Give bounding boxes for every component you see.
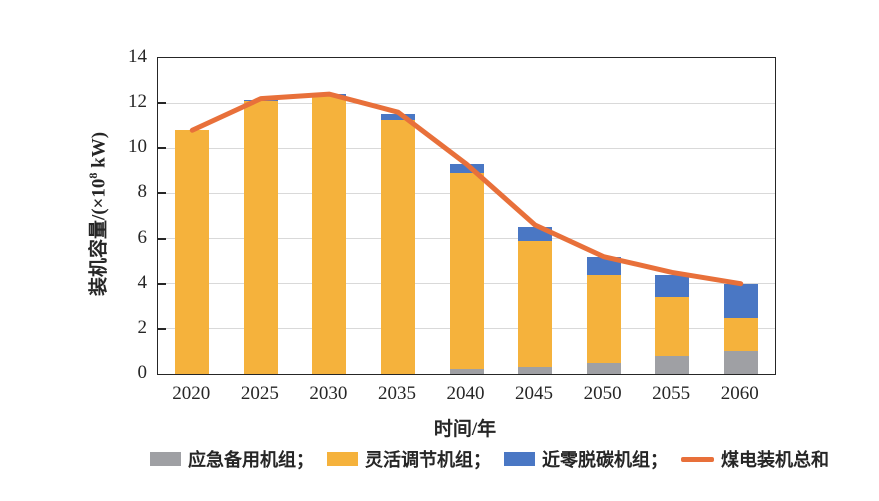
gridline: [158, 102, 775, 104]
bar-segment: [243, 100, 278, 374]
legend-label: 应急备用机组；: [188, 450, 314, 470]
y-axis-tick: [158, 147, 166, 150]
y-tick-label: 4: [137, 271, 148, 293]
x-tick-label: 2055: [652, 383, 691, 404]
bar-segment: [723, 317, 758, 352]
x-tick-label: 2025: [240, 383, 279, 404]
y-tick-label: 14: [128, 46, 147, 67]
bar-segment: [723, 351, 758, 374]
y-tick-label: 8: [137, 181, 148, 203]
x-tick-label: 2060: [720, 383, 759, 404]
legend-item: 应急备用机组；: [150, 446, 314, 472]
bar-segment: [449, 173, 484, 370]
y-axis-tick: [158, 192, 166, 195]
y-tick-label: 0: [137, 362, 148, 383]
y-tick-label: 2: [137, 316, 148, 338]
bar-segment: [518, 240, 553, 368]
y-tick-label: 10: [128, 136, 147, 158]
x-tick-label: 2050: [583, 383, 622, 404]
total-line-chart: [189, 91, 744, 287]
x-tick-label: 2035: [377, 383, 416, 404]
gridline: [158, 147, 775, 149]
x-tick-label: 2020: [172, 383, 211, 404]
plot-area: [157, 57, 776, 375]
bar-segment: [380, 120, 415, 374]
x-tick-label: 2030: [309, 383, 348, 404]
y-axis-tick: [158, 327, 166, 330]
bar-segment: [380, 114, 415, 121]
legend-bar-swatch: [504, 452, 535, 466]
x-tick-label: 2040: [446, 383, 485, 404]
y-axis-tick: [158, 282, 166, 285]
bar-segment: [449, 164, 484, 174]
legend-bar-swatch: [327, 452, 358, 466]
bar-segment: [175, 130, 210, 374]
bar-segment: [312, 96, 347, 374]
x-tick-label: 2045: [515, 383, 554, 404]
total-line: [189, 91, 744, 287]
legend-line-swatch: [681, 456, 714, 462]
legend: 应急备用机组； 灵活调节机组； 近零脱碳机组； 煤电装机总和: [150, 446, 829, 472]
bar-segment: [518, 367, 553, 374]
y-axis-tick: [158, 102, 166, 105]
x-axis-title: 时间/年: [433, 419, 497, 440]
bar-segment: [586, 362, 621, 374]
y-axis-title-superscript: 8: [86, 172, 101, 179]
y-axis-tick: [158, 237, 166, 240]
bar-segment: [655, 274, 690, 298]
y-tick-label: 6: [137, 226, 148, 248]
legend-label: 近零脱碳机组；: [542, 450, 668, 470]
legend-bar-swatch: [150, 452, 181, 466]
bar-segment: [586, 274, 621, 363]
bar-segment: [723, 283, 758, 318]
bar-segment: [655, 297, 690, 356]
legend-item: 煤电装机总和: [681, 446, 829, 472]
bar-segment: [449, 369, 484, 374]
bar-segment: [655, 355, 690, 374]
legend-item: 近零脱碳机组；: [504, 446, 668, 472]
legend-label: 灵活调节机组；: [365, 450, 491, 470]
y-tick-label: 12: [128, 91, 147, 113]
legend-label: 煤电装机总和: [721, 450, 829, 470]
legend-item: 灵活调节机组；: [327, 446, 491, 472]
